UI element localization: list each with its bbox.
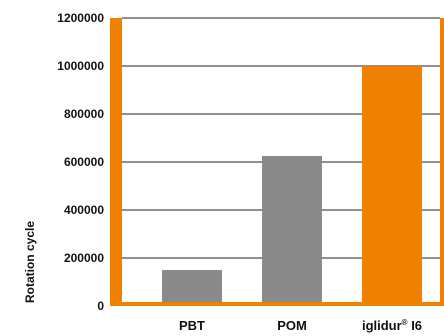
- y-tick-label: 0: [97, 299, 104, 313]
- bar: [162, 270, 222, 302]
- y-tick-label: 1000000: [57, 59, 104, 73]
- frame-left-wall: [110, 18, 122, 306]
- x-category-label: iglidur® I6: [362, 318, 422, 333]
- frame-right-wall: [440, 18, 444, 306]
- y-tick-label: 600000: [64, 155, 104, 169]
- bars: [162, 66, 422, 302]
- y-tick-label: 400000: [64, 203, 104, 217]
- y-tick-label: 1200000: [57, 11, 104, 25]
- x-axis-categories: PBT POM iglidur® I6: [179, 318, 422, 333]
- x-category-label: POM: [277, 318, 307, 333]
- bar: [362, 66, 422, 302]
- y-axis-label: Rotation cycle: [23, 221, 37, 303]
- plot-frame: [110, 18, 444, 306]
- x-category-label: PBT: [179, 318, 205, 333]
- y-tick-label: 200000: [64, 251, 104, 265]
- y-tick-label: 800000: [64, 107, 104, 121]
- bar: [262, 156, 322, 302]
- y-axis-ticks: 0 200000 400000 600000 800000 1000000 1200000: [57, 11, 104, 313]
- frame-floor: [110, 302, 444, 306]
